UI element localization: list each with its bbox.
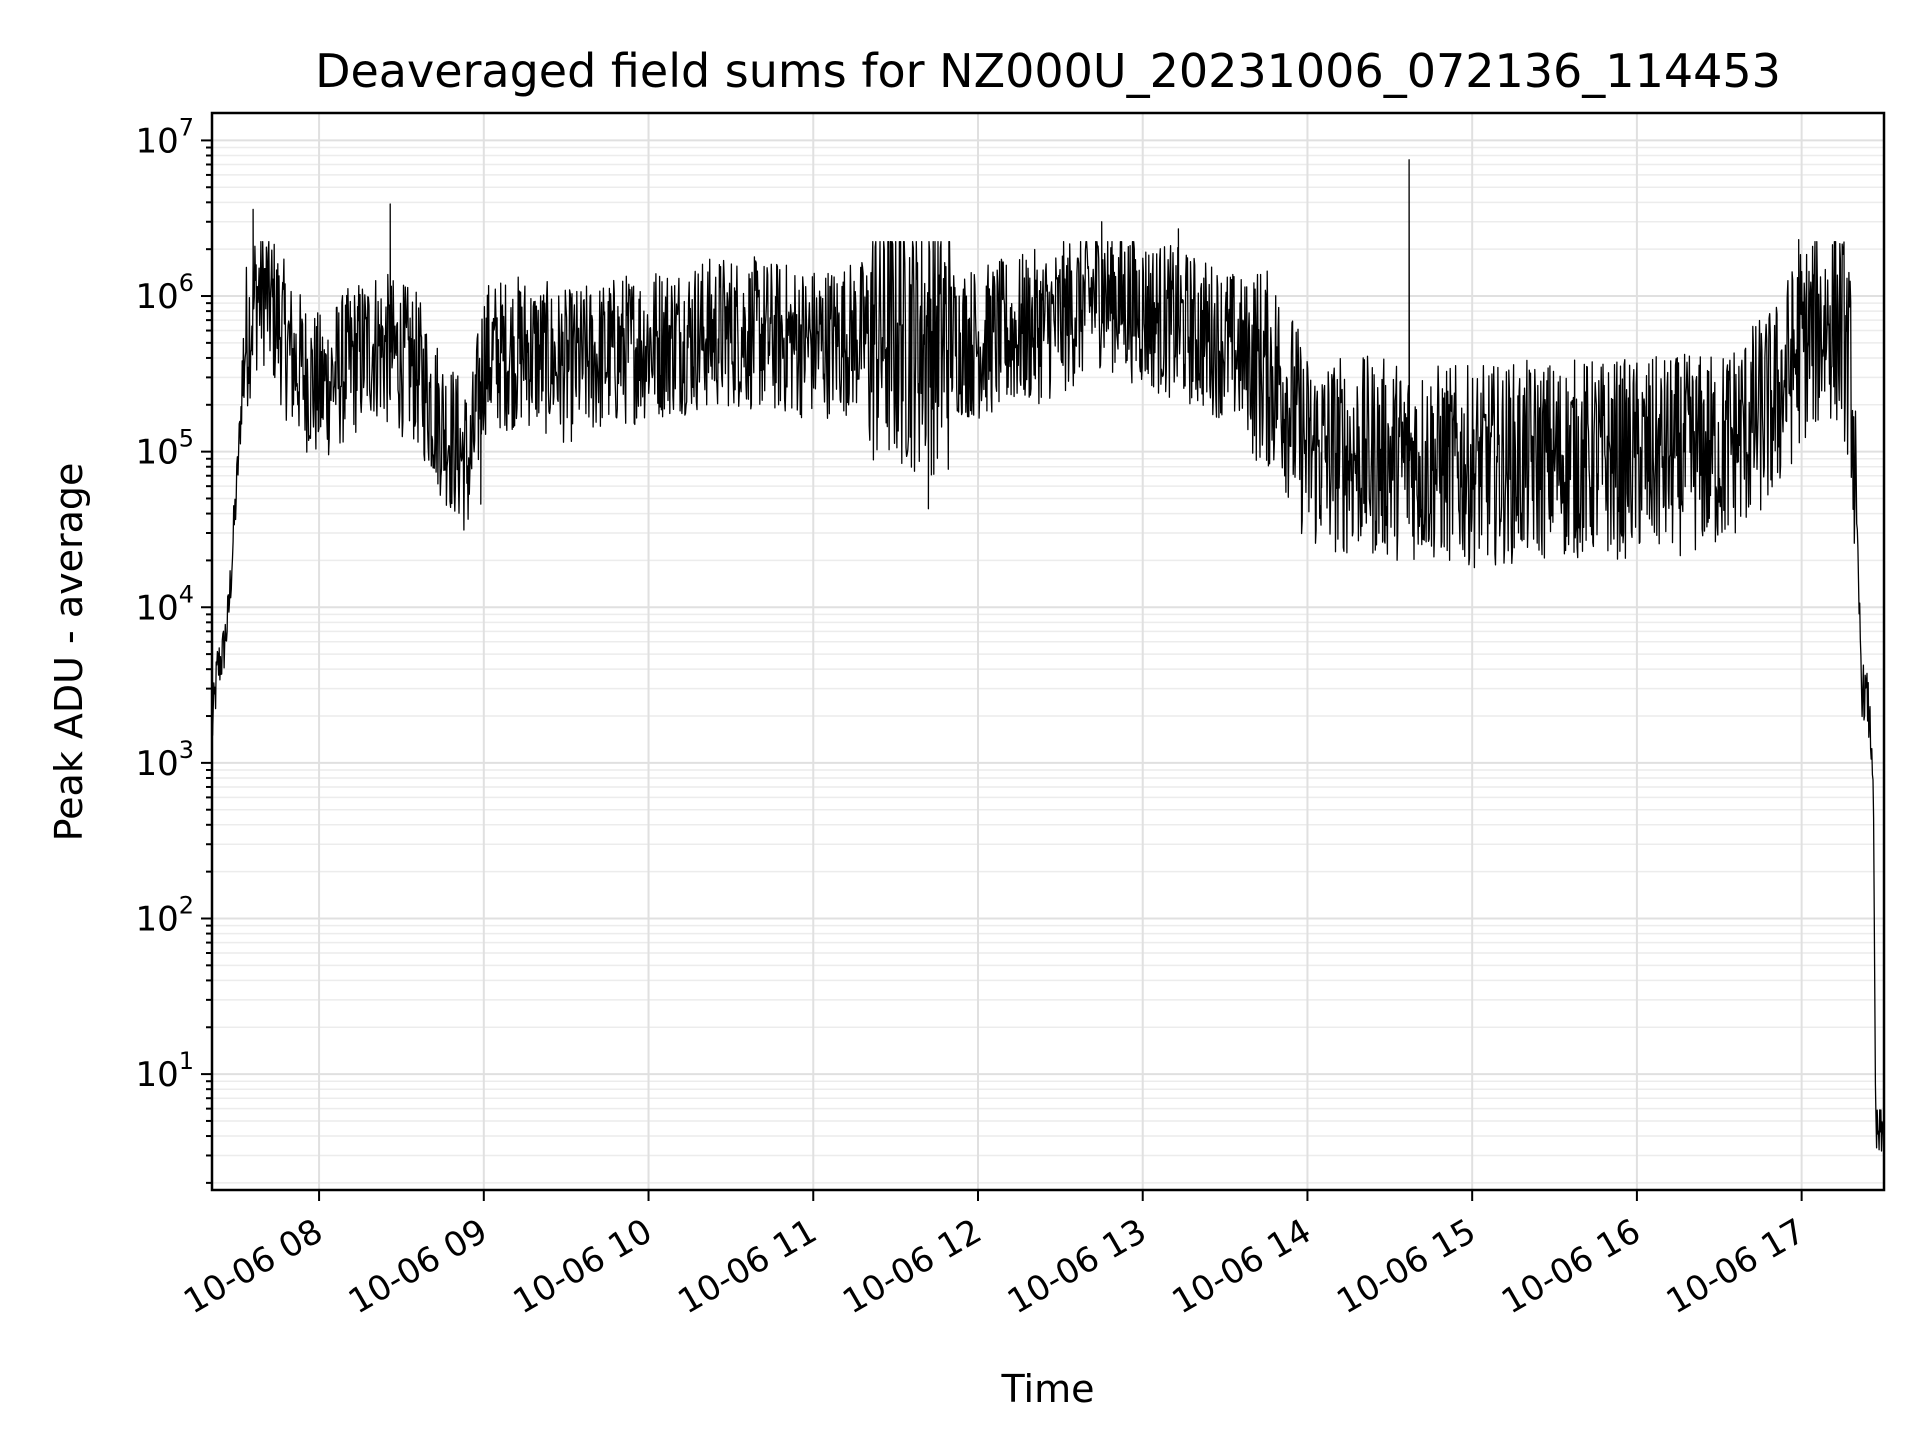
y-tick-exponent: 4 — [179, 580, 194, 608]
y-tick-exponent: 1 — [179, 1047, 194, 1075]
y-axis-label: Peak ADU - average — [47, 463, 91, 842]
y-tick-exponent: 2 — [179, 891, 194, 919]
x-tick-label: 10-06 17 — [1660, 1211, 1812, 1322]
grid-layer — [212, 113, 1884, 1190]
x-tick-label: 10-06 11 — [671, 1211, 823, 1322]
x-tick-label: 10-06 14 — [1166, 1211, 1318, 1322]
y-tick-label: 103 — [135, 736, 194, 784]
series-line — [211, 159, 1885, 1160]
x-axis-label: Time — [1001, 1367, 1095, 1411]
y-tick-label: 105 — [135, 425, 194, 473]
y-tick-label: 101 — [135, 1047, 194, 1095]
y-tick-exponent: 5 — [179, 425, 194, 453]
x-tick-label: 10-06 10 — [507, 1211, 659, 1322]
y-tick-exponent: 3 — [179, 736, 194, 764]
x-tick-label: 10-06 13 — [1001, 1211, 1153, 1322]
x-tick-label: 10-06 15 — [1330, 1211, 1482, 1322]
y-tick-label: 106 — [135, 269, 194, 317]
chart-title: Deaveraged field sums for NZ000U_2023100… — [315, 44, 1781, 98]
x-tick-label: 10-06 08 — [177, 1211, 329, 1322]
y-tick-label: 104 — [135, 580, 194, 628]
y-tick-label: 107 — [135, 113, 194, 161]
x-tick-label: 10-06 09 — [342, 1211, 494, 1322]
x-tick-label: 10-06 12 — [836, 1211, 988, 1322]
plot-frame — [210, 111, 1886, 1192]
y-tick-label: 102 — [135, 891, 194, 939]
y-tick-exponent: 7 — [179, 113, 194, 141]
series-layer — [211, 159, 1885, 1160]
x-tick-label: 10-06 16 — [1495, 1211, 1647, 1322]
y-tick-exponent: 6 — [179, 269, 194, 297]
